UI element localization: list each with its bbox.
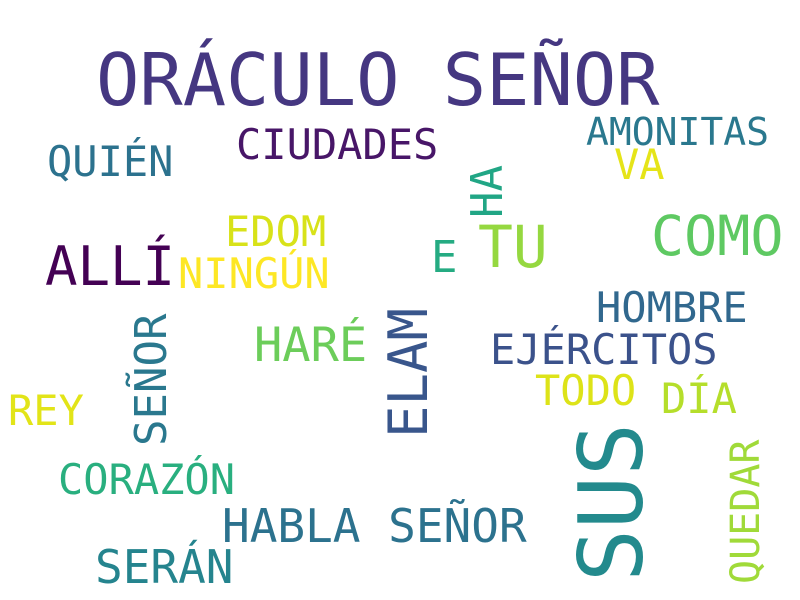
word-seran: SERÁN: [95, 540, 234, 594]
word-quien: QUIÉN: [47, 137, 174, 186]
word-corazon: CORAZÓN: [58, 455, 236, 504]
word-ha: HA: [462, 165, 513, 218]
word-oraculo-senor: ORÁCULO SEÑOR: [96, 38, 660, 122]
word-e: E: [431, 232, 458, 283]
word-elam: ELAM: [377, 307, 440, 438]
word-rey: REY: [8, 386, 84, 435]
word-alli: ALLÍ: [45, 235, 176, 298]
word-tu: TU: [478, 213, 548, 281]
word-sus: SUS: [560, 423, 663, 582]
word-amonitas: AMONITAS: [586, 110, 770, 154]
word-ningun: NINGÚN: [178, 249, 330, 298]
word-hare: HARÉ: [254, 318, 368, 373]
word-habla-senor: HABLA SEÑOR: [222, 499, 527, 553]
word-edom: EDOM: [225, 207, 327, 256]
word-va: VA: [614, 140, 665, 189]
word-ejercitos: EJÉRCITOS: [490, 325, 718, 374]
word-senor-vertical: SEÑOR: [126, 313, 177, 446]
word-quedar: QUEDAR: [723, 439, 769, 585]
word-como: COMO: [651, 204, 784, 268]
word-todo: TODO: [535, 366, 637, 415]
word-ciudades: CIUDADES: [236, 120, 439, 169]
word-hombre: HOMBRE: [596, 283, 748, 332]
word-dia: DÍA: [661, 374, 737, 423]
